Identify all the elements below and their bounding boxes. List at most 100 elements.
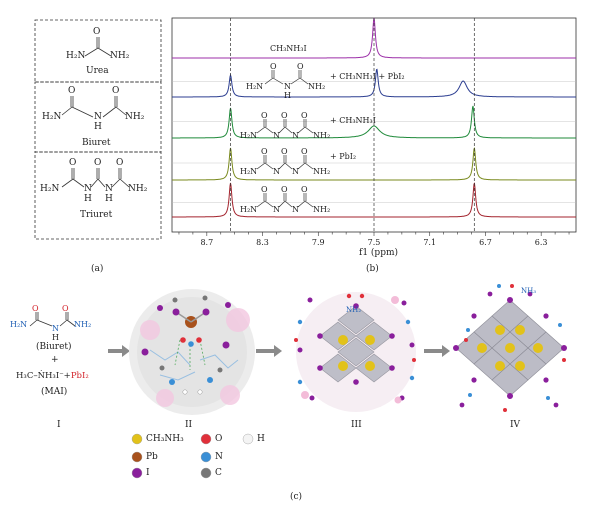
step-iii: III [351,420,362,430]
urea-structure [84,37,112,57]
row3-o3: O [301,111,308,120]
trace-label-2: + CH₃NH₃I + PbI₂ [330,72,405,81]
nmr-reference-lines [230,18,475,232]
stage-ii-graphic [129,289,255,415]
trace-label-4: + PbI₂ [330,152,357,161]
x-axis-label: f1 (ppm) [359,248,398,258]
row5-nh2: NH₂ [313,205,331,214]
row5-h2n: H₂N [240,205,258,214]
biuret-structure [61,96,127,118]
urea-nh2: NH₂ [110,51,130,61]
x-tick-label: 8.7 [200,238,213,247]
row5-o1: O [261,185,268,194]
row5-o3: O [301,185,308,194]
stage-iv-nh3: NH₃ [521,287,537,295]
legend-swatch [200,467,212,479]
triuret-name: Triuret [80,210,113,220]
x-tick-label: 6.7 [479,238,492,247]
row4-o2: O [281,147,288,156]
row5-o2: O [281,185,288,194]
legend-swatch [131,451,143,463]
row5-n1: N [273,205,280,214]
triuret-h1: H [84,194,92,204]
process-arrows [108,345,450,357]
triuret-nh2: NH₂ [128,184,148,194]
stage-iii-graphic [294,292,416,412]
legend-swatch [131,467,143,479]
c-biuret-o2: O [62,304,69,313]
step-iv: IV [510,420,521,430]
row4-o1: O [261,147,268,156]
urea-name: Urea [86,66,109,76]
stage-iii-nh2: NH₂ [346,306,362,314]
nmr-trace-5 [172,182,576,218]
row3-n1: N [273,131,280,140]
nmr-plot: 8.7 8.3 7.9 7.5 7.1 6.7 6.3 [171,17,577,247]
row2-n: N [284,82,291,91]
c-biuret-h2n: H₂N [10,320,28,329]
mai-caption: (MAI) [41,387,68,397]
triuret-o2: O [94,158,102,168]
panel-c-label: (c) [290,492,303,502]
row2-o1: O [270,62,277,71]
triuret-n1: N [84,184,92,194]
row2-h2n: H₂N [246,82,264,91]
biuret-name: Biuret [82,138,111,148]
urea-h2n: H₂N [66,51,86,61]
legend-swatch [200,433,212,445]
row2-h: H [284,91,291,100]
x-tick-label: 7.1 [423,238,436,247]
row3-h2n: H₂N [240,131,258,140]
panel-a-boxes [34,19,162,240]
legend-swatches [131,433,254,479]
row2-nh2: NH₂ [308,82,326,91]
legend-pb: Pb [146,452,158,462]
c-biuret-n: N [52,324,59,333]
row2-o2: O [297,62,304,71]
step-i: I [57,420,61,430]
mai-formula: H₃C–ṄH₃I⁻+PbI₂ [16,371,89,381]
biuret-h2n: H₂N [42,112,62,122]
row4-n1: N [273,167,280,176]
biuret-caption: (Biuret) [36,342,72,352]
urea-o: O [93,27,101,37]
row3-n2: N [292,131,299,140]
biuret-o1: O [68,86,76,96]
row4-nh2: NH₂ [313,167,331,176]
legend-swatch [131,433,143,445]
c-biuret-o1: O [32,304,39,313]
mai-formula-text: H₃C–ṄH₃I⁻+ [16,371,71,381]
legend-c: C [215,468,222,478]
panel-b-label: (b) [366,264,379,274]
triuret-o3: O [116,158,124,168]
plus-sign: + [51,355,59,365]
legend-ch3nh3: CH₃NH₃ [146,434,184,444]
biuret-nh2: NH₂ [125,112,145,122]
triuret-n2: N [105,184,113,194]
triuret-h2n: H₂N [40,184,60,194]
x-tick-label: 7.9 [312,238,325,247]
triuret-o1: O [69,158,77,168]
c-biuret-h: H [52,333,59,342]
row4-o3: O [301,147,308,156]
row4-n2: N [292,167,299,176]
trace-label-3: + CH₃NH₃I [330,116,376,125]
row3-o2: O [281,111,288,120]
legend-n: N [215,452,223,462]
legend-o: O [215,434,223,444]
row3-nh2: NH₂ [313,131,331,140]
legend-swatch [242,433,254,445]
biuret-o2: O [112,86,120,96]
nmr-trace-3 [172,105,576,139]
row3-o1: O [261,111,268,120]
triuret-h2: H [105,194,113,204]
legend-i: I [146,468,150,478]
legend-h: H [257,434,265,444]
biuret-n: N [94,112,102,122]
trace-label-1: CH₃NH₃I [270,44,307,53]
panel-a-label: (a) [91,264,104,274]
nmr-ticks: 8.7 8.3 7.9 7.5 7.1 6.7 6.3 [178,232,570,247]
x-tick-label: 8.3 [256,238,269,247]
triuret-structure [61,168,130,188]
